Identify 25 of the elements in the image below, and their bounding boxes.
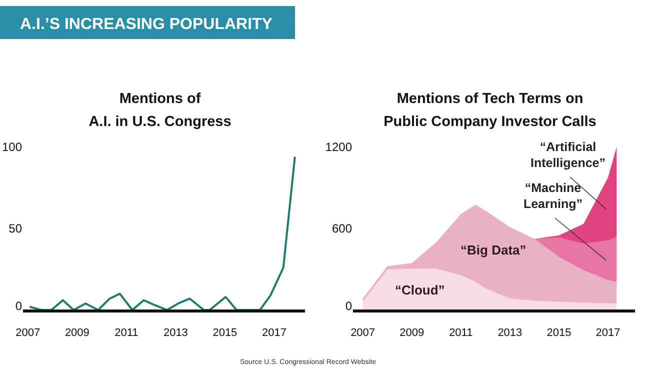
y-tick-label: 0 <box>15 299 22 313</box>
x-tick-label: 2017 <box>262 327 286 339</box>
x-tick-label: 2015 <box>212 327 238 339</box>
series-label: “Artificial Intelligence” <box>530 140 606 170</box>
x-tick-label: 2009 <box>64 327 90 339</box>
x-tick-label: 2007 <box>350 327 376 339</box>
x-tick-label: 2013 <box>163 327 188 339</box>
series-label: “Big Data” <box>460 242 526 258</box>
x-tick-label: 2009 <box>400 327 424 339</box>
text: A.I.’S INCREASING POPULARITY <box>20 16 273 33</box>
chart-title: Mentions of A.I. in U.S. Congress <box>88 91 232 130</box>
y-tick-label: 0 <box>345 299 352 313</box>
x-tick-label: 2015 <box>546 327 572 339</box>
x-tick-label: 2017 <box>596 327 620 339</box>
y-tick-label: 100 <box>2 140 22 154</box>
series-label: “Machine Learning” <box>523 181 583 211</box>
x-tick-label: 2011 <box>449 327 473 339</box>
x-tick-label: 2011 <box>114 327 138 339</box>
x-tick-label: 2013 <box>498 327 522 339</box>
series-label: “Cloud” <box>394 282 445 298</box>
y-tick-label: 1200 <box>325 140 352 154</box>
chart-title: Mentions of Tech Terms on Public Company Investor Calls <box>384 91 596 130</box>
x-tick-label: 2007 <box>16 327 40 339</box>
y-tick-label: 600 <box>332 222 352 236</box>
y-tick-label: 50 <box>8 222 22 236</box>
